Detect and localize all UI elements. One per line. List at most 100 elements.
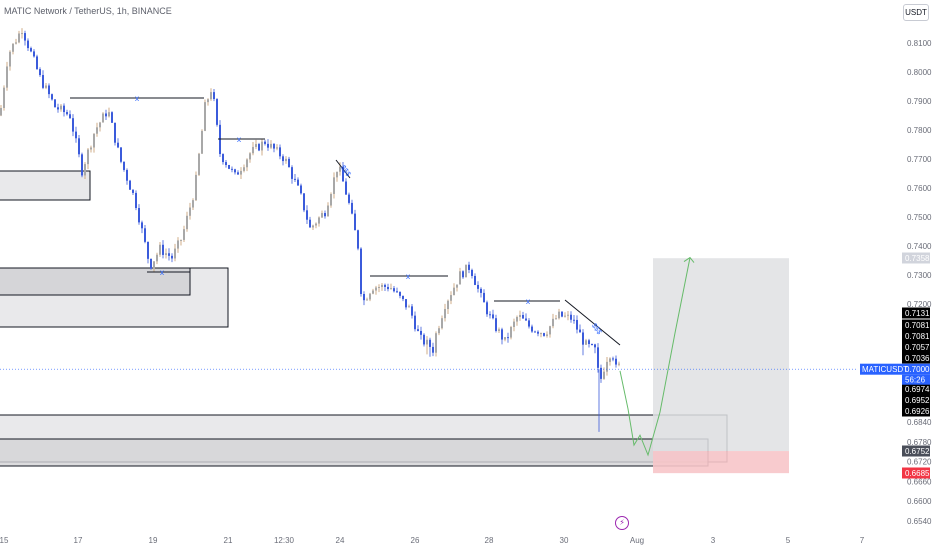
candle-body	[276, 147, 278, 149]
candle-body	[570, 314, 572, 320]
candle-body	[294, 178, 296, 180]
price-tag: 0.7081	[902, 319, 930, 331]
candle-body	[45, 85, 47, 88]
price-tag: 0.6752	[902, 445, 930, 457]
candle-body	[255, 144, 257, 147]
candle-body	[378, 287, 380, 289]
time-tick-label: 26	[411, 536, 420, 545]
candle-body	[606, 361, 608, 372]
candle-body	[201, 130, 203, 154]
demand-zone-4	[0, 438, 709, 467]
time-tick-label: 12:30	[274, 536, 295, 545]
price-tag-label: 0.7081	[905, 321, 930, 330]
time-tick-label: 28	[485, 536, 494, 545]
price-tag: 0.6952	[902, 394, 930, 406]
candle-body	[222, 154, 224, 163]
price-tick-label: 0.6780	[907, 438, 932, 447]
candle-body	[147, 241, 149, 259]
candle-body	[369, 293, 371, 300]
price-tick-label: 0.7900	[907, 97, 932, 106]
candle-body	[84, 164, 86, 176]
candle-body	[354, 213, 356, 231]
candle-body	[285, 158, 287, 162]
time-tick-label: 17	[74, 536, 83, 545]
candle-body	[114, 122, 116, 143]
candle-body	[42, 75, 44, 88]
candle-body	[105, 113, 107, 117]
flash-icon[interactable]: ⚡	[615, 516, 629, 530]
price-tag: 0.7358	[902, 252, 930, 264]
candle-body	[234, 169, 236, 173]
candle-body	[456, 284, 458, 288]
candle-body	[225, 162, 227, 166]
candle-body	[318, 217, 320, 224]
candle-body	[528, 320, 530, 327]
price-tag-label: 0.7057	[905, 343, 930, 352]
candle-body	[474, 275, 476, 285]
price-tag-bg	[902, 467, 930, 479]
candle-body	[405, 299, 407, 308]
candle-body	[408, 306, 410, 308]
candle-body	[0, 107, 2, 116]
candle-body	[243, 167, 245, 171]
candle-body	[3, 87, 5, 108]
candle-body	[525, 318, 527, 321]
price-tag: 0.6685	[902, 467, 930, 479]
price-tag-label: 0.7358	[905, 254, 930, 263]
candle-body	[24, 33, 26, 41]
currency-button[interactable]: USDT	[903, 4, 929, 21]
candle-body	[153, 261, 155, 269]
candle-body	[18, 33, 20, 43]
candle-body	[549, 326, 551, 335]
projection-arrowhead	[683, 256, 695, 263]
candle-body	[519, 314, 521, 317]
candle-body	[30, 48, 32, 52]
candle-body	[564, 315, 566, 317]
candle-body	[240, 170, 242, 175]
target-box	[653, 258, 789, 452]
price-tag-label: 0.6926	[905, 407, 930, 416]
candle-body	[144, 228, 146, 242]
price-tag-label: 0.6952	[905, 396, 930, 405]
annotation-liquidity-mark: x	[237, 135, 241, 144]
price-tick-label: 0.6840	[907, 418, 932, 427]
candle-body	[537, 331, 539, 334]
candle-body	[555, 318, 557, 320]
candle-body	[582, 332, 584, 345]
time-axis[interactable]: 15 17 19 21 12:30 24 26 28 30 Aug 3 5 7	[0, 536, 865, 545]
candle-body	[333, 177, 335, 194]
candles-layer	[0, 28, 620, 432]
candle-body	[375, 287, 377, 291]
price-tag-bg	[902, 341, 930, 353]
candle-body	[315, 223, 317, 226]
candle-body	[540, 333, 542, 335]
candle-body	[558, 311, 560, 319]
candle-body	[63, 105, 65, 113]
candle-body	[312, 225, 314, 228]
projection-path	[619, 257, 691, 457]
candle-body	[576, 319, 578, 330]
candle-body	[417, 329, 419, 331]
candle-body	[399, 291, 401, 296]
price-tick-label: 0.8000	[907, 68, 932, 77]
candle-body	[102, 113, 104, 123]
annotation-liquidity-mark: x	[160, 268, 164, 277]
price-tag-bg	[902, 352, 930, 364]
candle-body	[480, 288, 482, 293]
candle-body	[258, 144, 260, 151]
price-axis[interactable]: 0.8100 0.8000 0.7900 0.7800 0.7700 0.7600 0.75…	[860, 39, 932, 526]
candle-body	[216, 99, 218, 125]
candle-body	[282, 156, 284, 162]
candle-body	[597, 347, 599, 368]
price-tag: 0.6974	[902, 383, 930, 395]
candle-body	[411, 306, 413, 316]
candle-body	[123, 161, 125, 170]
candle-body	[567, 314, 569, 316]
candle-body	[381, 284, 383, 288]
candle-body	[177, 240, 179, 249]
candle-body	[426, 339, 428, 345]
price-tick-label: 0.6600	[907, 497, 932, 506]
price-tag-bg	[902, 252, 930, 264]
candle-body	[390, 288, 392, 290]
